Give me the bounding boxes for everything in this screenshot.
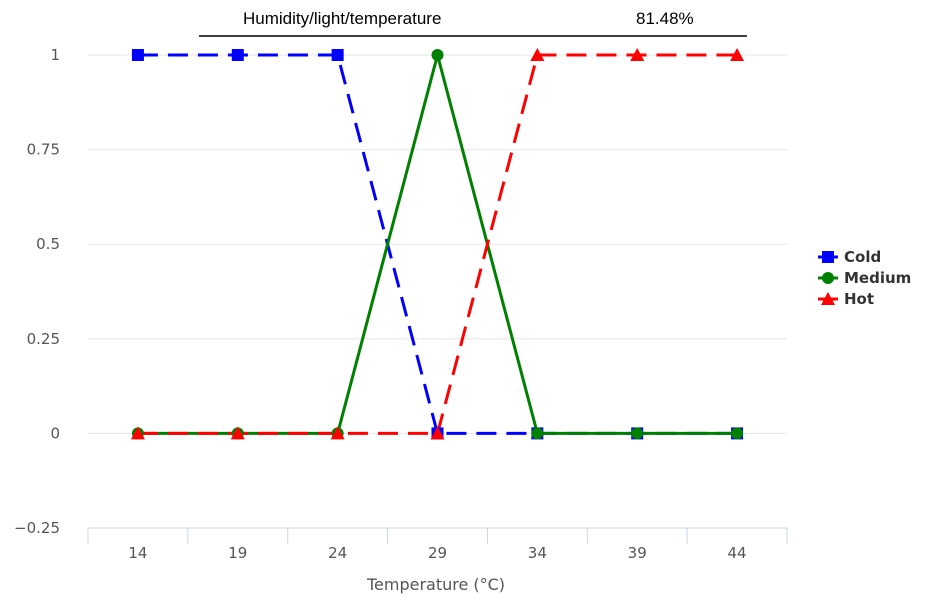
y-tick-label: 0.5	[36, 235, 60, 253]
y-tick-label: 0.75	[27, 141, 60, 159]
x-tick-label: 44	[728, 544, 747, 562]
header-title: Humidity/light/temperature	[243, 9, 441, 28]
legend: Cold Medium Hot	[818, 248, 911, 308]
y-tick-label: 1	[50, 46, 60, 64]
data-point-hot	[430, 426, 445, 440]
header-value: 81.48%	[636, 9, 694, 28]
data-point-hot	[630, 48, 645, 61]
data-point-cold	[131, 49, 144, 61]
data-point-hot	[130, 426, 145, 440]
data-point-medium	[531, 427, 544, 440]
y-tick-label: −0.25	[14, 519, 60, 537]
data-point-hot	[230, 426, 245, 440]
legend-label-hot: Hot	[844, 290, 874, 308]
data-point-hot	[530, 48, 545, 61]
data-point-medium	[631, 427, 644, 440]
legend-marker-cold	[822, 251, 834, 263]
grid-lines	[88, 54, 787, 434]
data-point-hot	[730, 48, 745, 61]
data-point-cold	[231, 49, 244, 61]
series-markers	[130, 48, 745, 440]
x-axis-ticks: 14 19 24 29 34 39 44	[128, 544, 746, 562]
x-tick-label: 39	[628, 544, 647, 562]
x-axis-title: Temperature (°C)	[366, 575, 505, 594]
data-point-cold	[331, 49, 344, 61]
x-tick-label: 14	[128, 544, 147, 562]
y-tick-label: 0.25	[27, 330, 60, 348]
x-tick-label: 34	[528, 544, 547, 562]
legend-label-medium: Medium	[844, 269, 911, 287]
data-point-hot	[330, 426, 345, 440]
legend-label-cold: Cold	[844, 248, 881, 266]
x-tick-label: 24	[328, 544, 347, 562]
legend-marker-hot	[821, 292, 835, 305]
x-axis	[87, 527, 788, 544]
data-point-medium	[431, 49, 444, 61]
legend-marker-medium	[822, 272, 834, 284]
x-tick-label: 29	[428, 544, 447, 562]
x-tick-label: 19	[228, 544, 247, 562]
data-point-medium	[731, 427, 744, 440]
y-axis-ticks: −0.25 0 0.25 0.5 0.75 1	[14, 46, 60, 537]
y-tick-label: 0	[50, 424, 60, 442]
